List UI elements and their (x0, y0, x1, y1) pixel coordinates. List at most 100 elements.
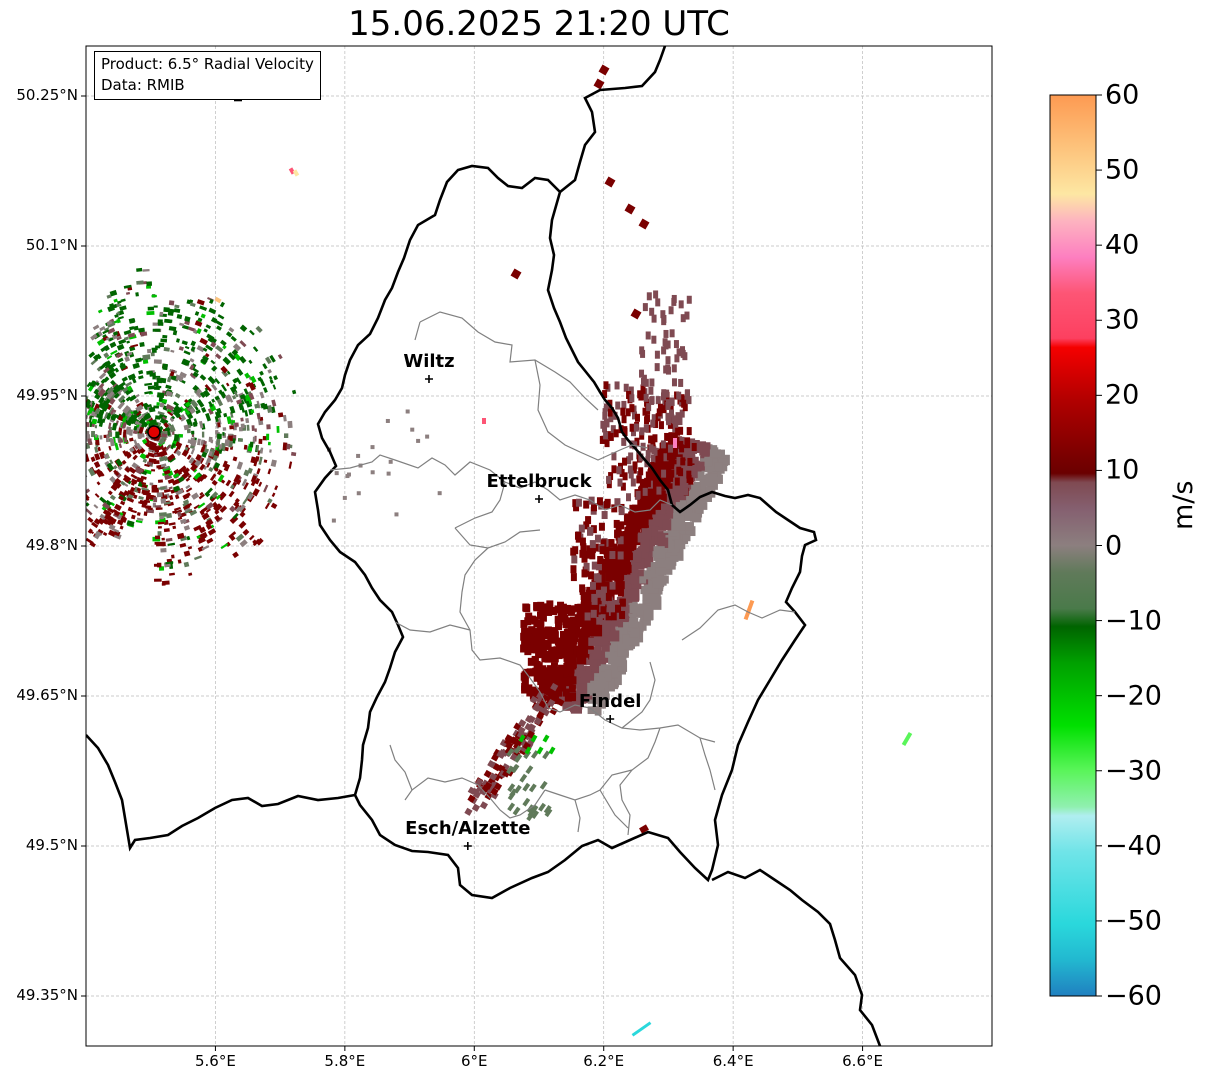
radar-echo-pixel (140, 475, 147, 480)
radar-echo-pixel (288, 461, 293, 469)
radar-echo-pixel (207, 528, 217, 536)
radar-echo-pixel (588, 637, 599, 646)
radar-echo-pixel (172, 485, 181, 493)
radar-echo-pixel (40, 460, 45, 466)
radar-echo-pixel (269, 354, 276, 363)
radar-echo-pixel (595, 617, 603, 627)
radar-echo-pixel (107, 362, 117, 370)
radar-echo-pixel (109, 303, 118, 310)
radar-echo-pixel (550, 606, 558, 615)
radar-echo-pixel (671, 378, 677, 387)
radar-echo-pixel (197, 502, 206, 509)
radar-echo-pixel (229, 405, 236, 414)
radar-echo-pixel (209, 298, 214, 304)
radar-echo-pixel (583, 521, 590, 530)
radar-echo-pixel (63, 417, 68, 425)
radar-echo-pixel (665, 364, 671, 373)
radar-echo-pixel (163, 347, 170, 352)
radar-echo-pixel (620, 482, 626, 491)
radar-echo-pixel (669, 329, 675, 338)
radar-echo-pixel (626, 642, 634, 651)
radar-echo-pixel (20, 466, 25, 474)
radar-echo-pixel (103, 327, 110, 332)
radar-echo-pixel (276, 426, 280, 433)
radar-echo-pixel (687, 450, 696, 459)
radar-echo-pixel (510, 764, 519, 774)
radar-echo-pixel (493, 782, 503, 791)
radar-echo-pixel (668, 473, 674, 482)
radar-echo-pixel (240, 417, 244, 422)
radar-echo-pixel (124, 416, 132, 425)
radar-echo-pixel (208, 401, 214, 408)
radar-echo-pixel (172, 431, 175, 435)
radar-echo-pixel (128, 318, 135, 324)
radar-echo-pixel (290, 451, 297, 457)
radar-echo-pixel (32, 472, 38, 480)
radar-echo-pixel (673, 340, 679, 349)
radar-echo-pixel (209, 473, 217, 482)
radar-echo-pixel (216, 516, 223, 523)
radar-echo-pixel (665, 564, 673, 575)
colorbar-tick-label: −60 (1105, 980, 1162, 1012)
radar-echo-pixel (648, 444, 654, 453)
radar-echo-pixel (79, 486, 85, 493)
radar-echo-pixel (530, 734, 538, 743)
radar-echo-pixel (159, 515, 164, 520)
radar-echo-pixel (249, 441, 254, 448)
radar-echo-pixel (581, 688, 593, 700)
radar-echo-pixel (628, 470, 634, 479)
radar-echo-pixel (643, 424, 649, 433)
radar-echo-pixel (533, 717, 542, 726)
radar-echo-pixel (232, 383, 238, 390)
radar-echo-pixel (579, 537, 586, 546)
radar-echo-pixel (522, 782, 531, 792)
radar-echo-pixel (533, 603, 541, 612)
radar-echo-pixel (575, 498, 582, 507)
radar-echo-pixel (277, 412, 284, 418)
radar-echo-pixel (196, 328, 202, 335)
radar-echo-pixel (118, 490, 127, 499)
radar-echo-pixel (95, 530, 103, 537)
radar-echo-pixel (229, 505, 236, 513)
radar-echo-pixel (165, 512, 173, 519)
radar-echo-pixel (642, 487, 648, 496)
radar-echo-pixel (679, 436, 685, 445)
radar-echo-pixel (86, 381, 92, 388)
radar-echo-pixel (623, 513, 634, 526)
radar-echo-pixel (662, 338, 668, 347)
radar-echo-pixel (410, 427, 415, 432)
radar-echo-layer (20, 64, 913, 1037)
radar-echo-pixel (216, 325, 222, 331)
radar-echo-pixel (641, 374, 647, 383)
radar-echo-pixel (213, 467, 219, 472)
radar-echo-pixel (96, 338, 105, 346)
radar-echo-pixel (531, 655, 539, 664)
radar-echo-pixel (146, 311, 155, 316)
radar-echo-pixel (204, 387, 209, 392)
radar-echo-pixel (551, 694, 559, 703)
radar-echo-pixel (247, 397, 253, 405)
radar-echo-pixel (173, 468, 180, 475)
radar-echo-pixel (63, 426, 68, 433)
radar-echo-pixel (218, 491, 227, 500)
radar-echo-pixel (490, 787, 499, 796)
radar-echo-pixel (201, 545, 210, 551)
radar-echo-pixel (623, 383, 629, 392)
radar-echo-pixel (68, 458, 73, 462)
radar-echo-pixel (621, 533, 630, 546)
radar-echo-pixel (184, 345, 190, 350)
radar-echo-pixel (144, 390, 152, 395)
radar-echo-pixel (562, 688, 570, 697)
radar-echo-pixel (589, 581, 596, 590)
radar-echo-pixel (213, 503, 223, 512)
radar-echo-pixel (199, 491, 204, 496)
radar-echo-pixel (676, 503, 685, 516)
radar-echo-pixel (525, 684, 533, 693)
lat-tick-label: 49.95°N (16, 386, 78, 404)
radar-echo-pixel (205, 344, 214, 352)
radar-echo-pixel (50, 445, 54, 450)
radar-echo-pixel (627, 465, 633, 474)
radar-echo-pixel (26, 522, 32, 528)
radar-echo-pixel (628, 386, 634, 395)
radar-echo-pixel (256, 412, 261, 420)
